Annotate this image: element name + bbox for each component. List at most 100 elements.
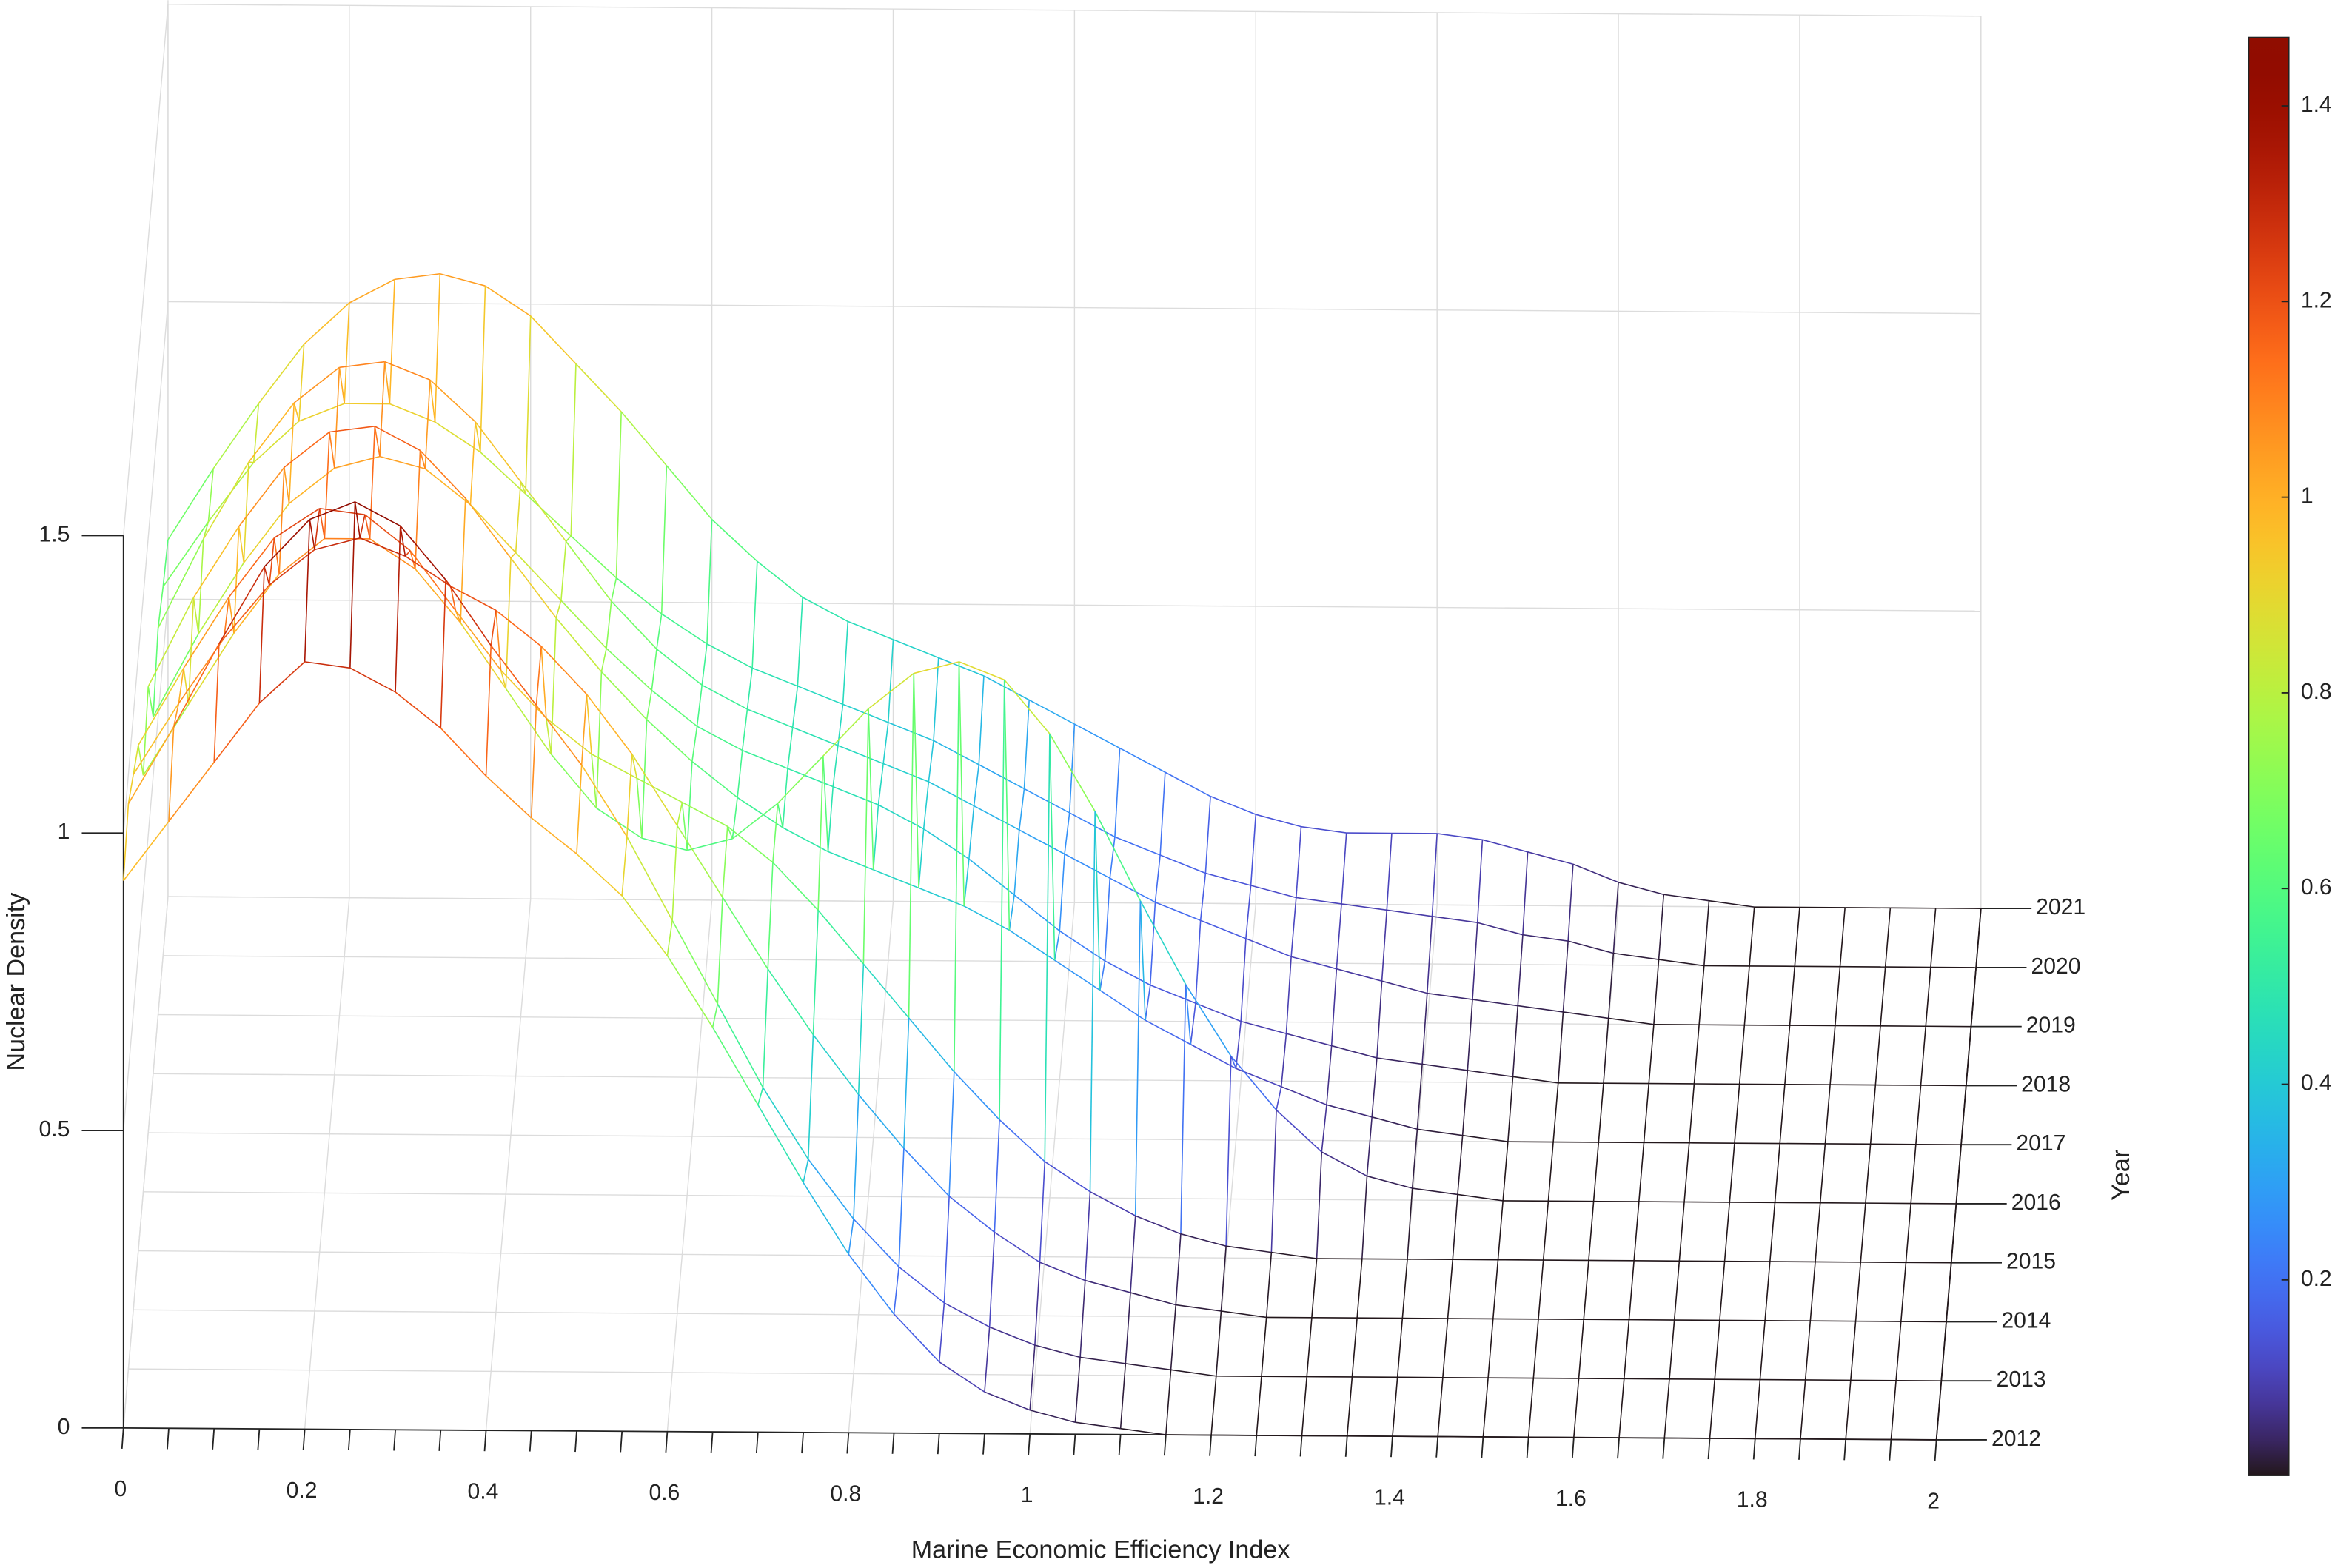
mesh-line (1215, 1310, 1222, 1376)
colorbar-tick-label: 0.2 (2301, 1267, 2332, 1291)
mesh-line (1588, 1201, 1595, 1261)
density-curve (908, 1017, 955, 1073)
density-curve (1341, 903, 1387, 911)
mesh-line (207, 468, 214, 522)
mesh-line (178, 668, 184, 704)
density-curve (1150, 984, 1196, 1004)
x-tick (665, 1431, 669, 1453)
density-curve (520, 481, 567, 542)
mesh-line (1074, 1357, 1081, 1423)
mesh-line (1507, 1076, 1514, 1142)
mesh-line (1683, 1142, 1690, 1202)
mesh-line (842, 621, 849, 705)
mesh-line (1003, 680, 1011, 931)
density-curve (994, 1231, 1041, 1263)
mesh-line (1709, 1379, 1716, 1438)
mesh-line (1341, 833, 1347, 904)
density-curve (591, 753, 637, 779)
mesh-line (882, 722, 889, 764)
mesh-line (389, 279, 395, 404)
density-curve (731, 803, 779, 840)
x-tick-label: 1.2 (1193, 1484, 1224, 1509)
density-curve (1139, 900, 1187, 985)
density-curve (369, 538, 416, 570)
density-curve (1085, 1279, 1131, 1293)
mesh-line (994, 1119, 1000, 1233)
year-label: 2017 (2016, 1131, 2065, 1156)
mesh-line (434, 273, 441, 423)
density-curve (882, 763, 929, 783)
density-curve (238, 466, 285, 527)
mesh-line (369, 426, 376, 539)
density-curve (600, 671, 648, 720)
density-curve (873, 869, 919, 889)
mesh-line (606, 601, 612, 649)
density-curve (1034, 1344, 1081, 1358)
density-curve (978, 764, 1025, 790)
mesh-line (1039, 1162, 1046, 1263)
mesh-line (248, 461, 254, 463)
density-curve (314, 537, 361, 551)
density-curve (1381, 980, 1427, 994)
density-curve (575, 363, 622, 412)
mesh-line (782, 768, 788, 828)
mesh-line (379, 361, 386, 457)
x-tick (1028, 1433, 1031, 1455)
mesh-line (984, 1327, 991, 1393)
mesh-line (1401, 1259, 1408, 1319)
mesh-line (812, 910, 819, 1035)
x-tick (1662, 1438, 1666, 1459)
mesh-line (1371, 1057, 1378, 1117)
mesh-line (1607, 953, 1615, 1019)
mesh-line (490, 610, 497, 646)
density-curve (172, 643, 220, 728)
mesh-line (1884, 908, 1892, 968)
density-curve (540, 646, 587, 695)
mesh-line (676, 802, 683, 826)
mesh-line (1114, 748, 1121, 837)
mesh-line (238, 526, 245, 563)
mesh-line (1461, 1070, 1469, 1136)
mesh-line (1492, 1259, 1499, 1319)
density-curve (1019, 829, 1065, 855)
density-curve (1125, 1363, 1171, 1371)
density-curve (842, 703, 889, 723)
mesh-line (1643, 1083, 1650, 1143)
mesh-line (364, 515, 371, 540)
mesh-line (1623, 1319, 1630, 1379)
x-tick (620, 1431, 623, 1453)
density-curve (424, 468, 471, 506)
density-curve (349, 667, 396, 693)
z-tick-label: 0.5 (39, 1117, 70, 1142)
mesh-line (1053, 931, 1061, 961)
density-curve (1709, 899, 1755, 908)
density-curve (1044, 1161, 1090, 1193)
density-curve (228, 537, 275, 597)
mesh-line (626, 754, 633, 837)
grid-line (167, 301, 1981, 315)
density-curve (959, 661, 1005, 681)
density-curve (606, 648, 652, 691)
density-curve (893, 1313, 940, 1363)
mesh-line (1920, 1026, 1927, 1086)
density-curve (1059, 930, 1105, 962)
density-curve (923, 828, 970, 860)
density-curve (682, 802, 728, 827)
x-tick (483, 1430, 487, 1452)
mesh-line (1316, 1151, 1323, 1259)
density-curve (248, 402, 295, 463)
density-curve (727, 825, 774, 863)
mesh-line (1965, 1026, 1972, 1086)
density-curve (1221, 1310, 1267, 1319)
density-curve (701, 684, 748, 710)
mesh-line (1265, 1252, 1273, 1318)
mesh-line (1669, 1319, 1675, 1379)
density-curve (914, 661, 959, 674)
mesh-line (1578, 1319, 1585, 1379)
mesh-line (1824, 1085, 1831, 1145)
mesh-line (660, 465, 668, 614)
density-curve (938, 657, 985, 677)
mesh-line (797, 597, 803, 686)
mesh-line (1094, 811, 1101, 991)
density-curve (767, 968, 814, 1036)
